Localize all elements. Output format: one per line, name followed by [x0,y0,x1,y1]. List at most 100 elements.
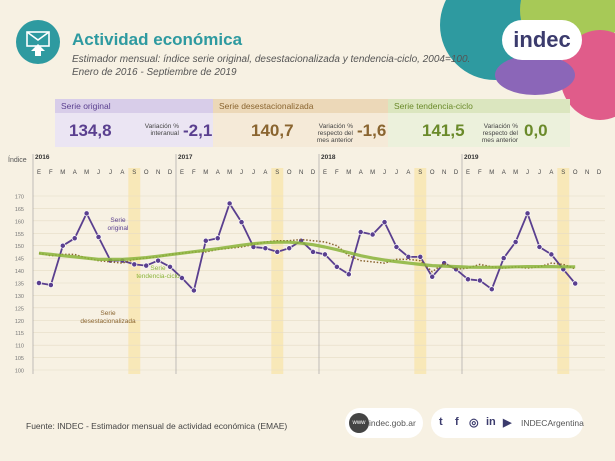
month-label: M [370,170,375,176]
indec-logo: indec [502,20,582,60]
series-annotation: desestacionalizada [80,318,136,325]
data-point [357,229,364,235]
month-label: J [109,170,112,176]
month-label: S [132,170,136,176]
data-point [71,235,78,242]
month-label: A [502,170,506,176]
linkedin-icon[interactable]: in [486,416,496,428]
month-label: J [97,170,100,176]
series-annotation: original [108,225,130,232]
y-tick-label: 140 [15,269,24,275]
social-links: t f ◎ in ▶ INDECArgentina [431,408,584,438]
data-point [345,271,352,278]
website-link[interactable]: www indec.gob.ar [345,408,423,438]
data-point [143,262,150,269]
panel-var-value: 0,0 [524,121,548,140]
month-label: M [84,170,89,176]
data-point [274,248,281,255]
social-handle: INDECArgentina [521,418,584,428]
data-point [488,286,495,293]
series-annotation: tendencia-ciclo [136,273,180,280]
month-label: F [478,170,482,176]
panel-var-value: -1,6 [357,121,387,140]
month-label: A [120,170,124,176]
month-label: S [561,170,565,176]
facebook-icon[interactable]: f [455,416,459,428]
data-point [548,251,555,258]
y-tick-label: 145 [15,257,24,263]
month-label: N [585,170,589,176]
decor-blob-purple [495,55,575,95]
month-label: M [60,170,65,176]
page-period: Enero de 2016 - Septiembre de 2019 [72,67,237,78]
y-tick-label: 125 [15,306,24,312]
month-label: M [513,170,518,176]
y-tick-label: 130 [15,294,24,300]
data-point [167,263,173,270]
series-annotation: Serie [100,310,116,317]
month-label: N [442,170,446,176]
panel-var-value: -2,1 [183,121,213,140]
panel-var-label: Variación % respecto del mes anterior [481,123,518,144]
youtube-icon[interactable]: ▶ [503,417,512,429]
data-point [369,231,376,238]
month-label: E [37,170,41,176]
y-tick-label: 105 [15,356,24,362]
series-line-2 [38,240,576,269]
data-point [238,219,245,226]
month-label: J [383,170,386,176]
panel-label: Serie tendencia-ciclo [388,99,570,113]
series-line-0 [38,202,576,292]
panel-serie-desestacionalizada: Serie desestacionalizada 140,7 Variación… [213,99,388,147]
data-point [262,245,269,252]
month-label: D [597,170,602,176]
data-point [59,242,66,249]
panel-serie-tendencia: Serie tendencia-ciclo 141,5 Variación % r… [388,99,570,147]
twitter-icon[interactable]: t [439,416,443,428]
data-point [214,235,221,242]
panel-var-label: Variación % respecto del mes anterior [316,123,353,144]
data-point [429,273,436,280]
year-label: 2016 [35,154,50,161]
panel-value: 141,5 [422,121,465,140]
line-chart: 100 105 110 115 120 125 130 135 140 145 150 155 160 1… [8,154,605,375]
data-point [310,248,316,255]
data-point [286,245,293,252]
month-label: M [227,170,232,176]
series-annotation: Serie [110,217,126,224]
y-tick-label: 170 [15,195,24,201]
data-point [405,253,412,260]
y-tick-label: 115 [15,331,24,337]
month-label: O [573,170,578,176]
month-label: J [538,170,541,176]
data-point [36,280,42,286]
data-point [524,210,531,217]
year-label: 2019 [464,154,479,161]
data-point [381,219,388,226]
data-point [417,253,424,260]
page-subtitle: Estimador mensual: índice serie original… [72,54,471,65]
page-title: Actividad económica [72,30,243,49]
month-label: A [406,170,410,176]
month-label: S [418,170,422,176]
data-point [322,251,328,258]
september-band [128,168,141,374]
y-tick-label: 165 [15,207,24,213]
data-point [476,277,483,284]
month-label: J [395,170,398,176]
data-point [131,261,138,268]
data-point [95,234,102,240]
month-label: M [203,170,208,176]
data-point [393,244,400,250]
y-tick-label: 160 [15,219,24,225]
month-label: A [73,170,77,176]
data-point [465,276,471,283]
economy-icon [16,20,60,64]
y-tick-label: 135 [15,282,24,288]
month-label: J [252,170,255,176]
year-label: 2018 [321,154,336,161]
instagram-icon[interactable]: ◎ [469,417,479,429]
y-tick-label: 100 [15,369,24,375]
month-label: J [240,170,243,176]
panel-serie-original: Serie original 134,8 Variación % interanu… [55,99,213,147]
